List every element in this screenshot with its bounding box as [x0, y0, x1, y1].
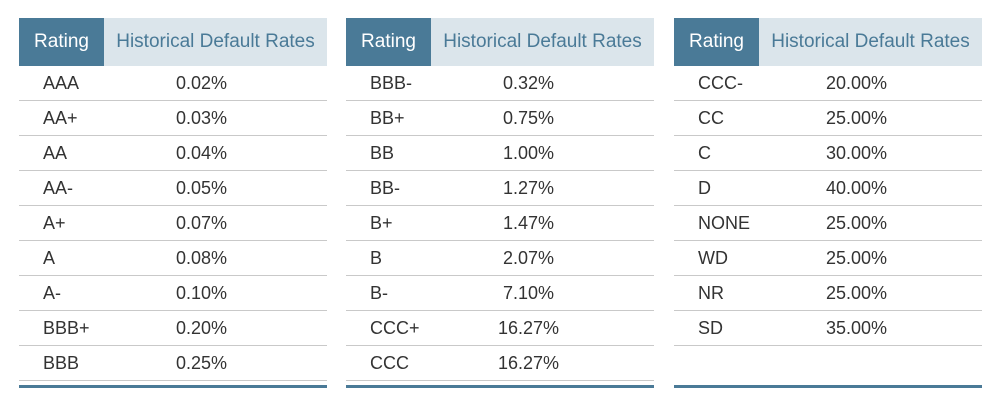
default-rate-cell: 1.27% — [502, 177, 555, 198]
default-rate-cell: 0.03% — [175, 107, 228, 128]
rating-cell: NONE — [698, 212, 751, 233]
table-row: B 2.07% — [346, 241, 654, 276]
rate-column-header: Historical Default Rates — [759, 18, 982, 66]
default-rate-cell: 25.00% — [825, 282, 888, 303]
rating-cell: AA — [43, 142, 68, 163]
table-row: BBB+ 0.20% — [19, 311, 327, 346]
table-row: AA 0.04% — [19, 136, 327, 171]
rating-cell: BB- — [370, 177, 401, 198]
default-rate-cell: 0.75% — [502, 107, 555, 128]
rating-cell: AAA — [43, 72, 80, 93]
default-rate-cell: 20.00% — [825, 72, 888, 93]
table-header: Rating Historical Default Rates — [674, 18, 982, 66]
rate-column-header: Historical Default Rates — [431, 18, 654, 66]
table-row: AA- 0.05% — [19, 171, 327, 206]
default-rate-cell: 0.20% — [175, 317, 228, 338]
table-row: CCC 16.27% — [346, 346, 654, 381]
rating-cell: A+ — [43, 212, 66, 233]
rating-cell: SD — [698, 317, 724, 338]
default-rate-cell: 0.04% — [175, 142, 228, 163]
table-row: BB 1.00% — [346, 136, 654, 171]
rating-cell: AA- — [43, 177, 74, 198]
table-row: AA+ 0.03% — [19, 101, 327, 136]
default-rate-cell: 40.00% — [825, 177, 888, 198]
default-rate-cell: 0.05% — [175, 177, 228, 198]
table-row: A- 0.10% — [19, 276, 327, 311]
table-row: NR 25.00% — [674, 276, 982, 311]
table-row: B+ 1.47% — [346, 206, 654, 241]
table-row: SD 35.00% — [674, 311, 982, 346]
table-row: CCC+ 16.27% — [346, 311, 654, 346]
rating-column-header: Rating — [674, 18, 759, 66]
default-rate-cell: 1.00% — [502, 142, 555, 163]
rating-column-header: Rating — [19, 18, 104, 66]
default-rate-cell: 0.08% — [175, 247, 228, 268]
rating-cell: BBB- — [370, 72, 413, 93]
table-row: CCC- 20.00% — [674, 66, 982, 101]
rating-cell: A — [43, 247, 56, 268]
rating-column-header: Rating — [346, 18, 431, 66]
rating-cell: CCC- — [698, 72, 743, 93]
table-row: B- 7.10% — [346, 276, 654, 311]
default-rate-cell: 16.27% — [497, 317, 560, 338]
rating-cell: CCC — [370, 352, 409, 373]
rating-cell: WD — [698, 247, 728, 268]
default-rate-table-3: Rating Historical Default Rates CCC- 20.0… — [674, 18, 982, 388]
default-rate-cell: 0.07% — [175, 212, 228, 233]
default-rate-cell: 25.00% — [825, 107, 888, 128]
rating-cell: NR — [698, 282, 724, 303]
rating-cell: B+ — [370, 212, 393, 233]
table-row: BB- 1.27% — [346, 171, 654, 206]
default-rate-table-1: Rating Historical Default Rates AAA 0.02%… — [19, 18, 327, 388]
default-rate-cell: 0.32% — [502, 72, 555, 93]
table-row: BBB 0.25% — [19, 346, 327, 381]
table-row: BBB- 0.32% — [346, 66, 654, 101]
table-row: NONE 25.00% — [674, 206, 982, 241]
default-rate-cell: 25.00% — [825, 212, 888, 233]
table-row: A+ 0.07% — [19, 206, 327, 241]
table-row: BB+ 0.75% — [346, 101, 654, 136]
table-row: CC 25.00% — [674, 101, 982, 136]
table-row: AAA 0.02% — [19, 66, 327, 101]
default-rate-cell: 0.02% — [175, 72, 228, 93]
rate-column-header: Historical Default Rates — [104, 18, 327, 66]
default-rate-cell: 16.27% — [497, 352, 560, 373]
default-rate-cell: 30.00% — [825, 142, 888, 163]
rating-cell: C — [698, 142, 711, 163]
rating-cell: BB+ — [370, 107, 405, 128]
default-rate-cell: 0.10% — [175, 282, 228, 303]
default-rate-cell: 25.00% — [825, 247, 888, 268]
rating-cell: CC — [698, 107, 724, 128]
default-rate-table-2: Rating Historical Default Rates BBB- 0.32… — [346, 18, 654, 388]
default-rate-cell: 2.07% — [502, 247, 555, 268]
rating-cell: B — [370, 247, 383, 268]
rating-cell: A- — [43, 282, 61, 303]
default-rate-cell: 35.00% — [825, 317, 888, 338]
rating-cell: D — [698, 177, 711, 198]
rating-cell: CCC+ — [370, 317, 420, 338]
table-header: Rating Historical Default Rates — [19, 18, 327, 66]
default-rate-cell: 0.25% — [175, 352, 228, 373]
rating-cell: BB — [370, 142, 395, 163]
rating-cell: B- — [370, 282, 388, 303]
default-rate-cell: 7.10% — [502, 282, 555, 303]
table-header: Rating Historical Default Rates — [346, 18, 654, 66]
table-row: WD 25.00% — [674, 241, 982, 276]
rating-cell: BBB+ — [43, 317, 90, 338]
default-rate-cell: 1.47% — [502, 212, 555, 233]
rating-cell: AA+ — [43, 107, 78, 128]
table-row: A 0.08% — [19, 241, 327, 276]
table-row: C 30.00% — [674, 136, 982, 171]
rating-cell: BBB — [43, 352, 80, 373]
table-row: D 40.00% — [674, 171, 982, 206]
